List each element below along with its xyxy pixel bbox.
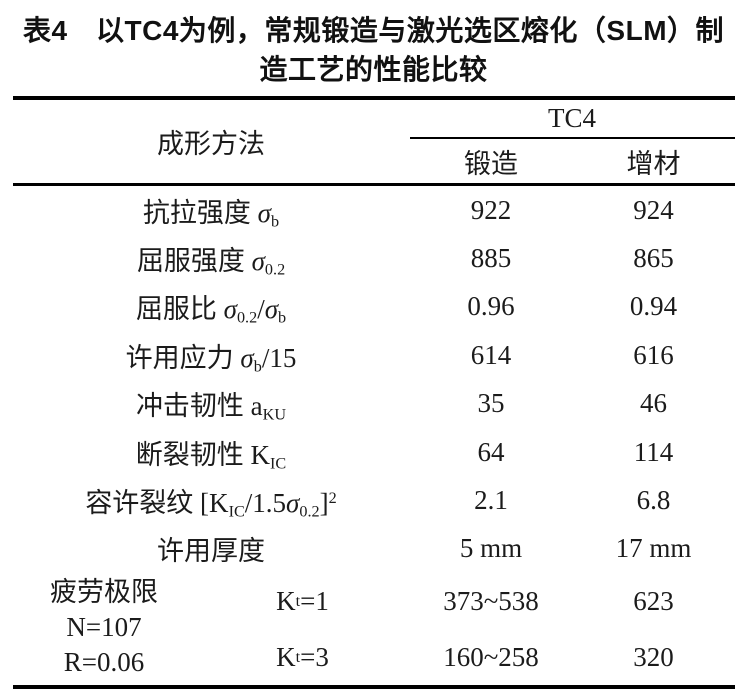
additive-value: 623	[633, 585, 674, 616]
forging-value: 373~538	[443, 585, 539, 616]
row-label: 容许裂纹 [KIC/1.5σ0.2]2	[85, 488, 337, 521]
header-group-tc4: TC4 锻造 增材	[409, 100, 735, 183]
additive-value: 865	[633, 243, 674, 274]
row-label: 屈服强度 σ0.2	[136, 246, 286, 279]
additive-value: 924	[633, 194, 674, 225]
table-row-impact-toughness: 冲击韧性 aKU 35 46	[13, 380, 735, 428]
forging-value: 160~258	[443, 641, 539, 672]
fatigue-label-block: 疲劳极限 N=107 R=0.06	[13, 573, 196, 685]
row-label: 许用应力 σb/15	[125, 342, 297, 376]
table-caption-line1: 表4 以TC4为例，常规锻造与激光选区熔化（SLM）制	[22, 15, 725, 46]
header-group-label: TC4	[409, 100, 735, 139]
header-col-additive: 增材	[626, 148, 681, 179]
additive-value: 17 mm	[615, 533, 692, 564]
forging-value: 64	[477, 436, 505, 467]
table-row-allowable-thickness: 许用厚度 5 mm 17 mm	[13, 525, 735, 573]
table-row-yield-strength: 屈服强度 σ0.2 885 865	[13, 234, 735, 282]
row-label: 抗拉强度 σb	[142, 197, 280, 231]
table-row-allowable-stress: 许用应力 σb/15 614 616	[13, 331, 735, 379]
row-label: 断裂韧性 KIC	[135, 439, 287, 473]
additive-value: 114	[633, 436, 674, 467]
table-caption: 表4 以TC4为例，常规锻造与激光选区熔化（SLM）制 造工艺的性能比较	[0, 0, 747, 89]
additive-value: 6.8	[636, 485, 671, 516]
table-row-allowable-crack: 容许裂纹 [KIC/1.5σ0.2]2 2.1 6.8	[13, 476, 735, 524]
header-col-forging: 锻造	[464, 148, 518, 179]
fatigue-additive-column: 623 320	[573, 573, 735, 685]
fatigue-label-line3: R=0.06	[63, 647, 145, 678]
additive-value: 616	[633, 339, 674, 370]
table-header: 成形方法 TC4 锻造 增材	[12, 100, 735, 186]
forging-value: 614	[470, 339, 512, 370]
comparison-table: 成形方法 TC4 锻造 增材 抗拉强度 σb 922 924 屈服强度 σ0.2…	[12, 96, 735, 690]
table-caption-line2: 造工艺的性能比较	[259, 54, 488, 85]
additive-value: 46	[640, 388, 667, 419]
table-row-tensile-strength: 抗拉强度 σb 922 924	[13, 186, 735, 234]
forging-value: 35	[477, 388, 505, 419]
forging-value: 5 mm	[459, 533, 523, 564]
forging-value: 2.1	[474, 485, 508, 516]
forging-value: 0.96	[467, 291, 515, 322]
fatigue-forging-column: 373~538 160~258	[410, 573, 573, 685]
fatigue-label-line1: 疲劳极限	[50, 577, 158, 608]
table-row-yield-ratio: 屈服比 σ0.2/σb 0.96 0.94	[13, 283, 735, 331]
header-forming-method: 成形方法	[157, 129, 265, 159]
table-body: 抗拉强度 σb 922 924 屈服强度 σ0.2 885 865 屈服比 σ0…	[13, 186, 735, 573]
additive-value: 0.94	[629, 291, 678, 322]
forging-value: 922	[470, 194, 512, 225]
table-row-fracture-toughness: 断裂韧性 KIC 64 114	[13, 428, 735, 476]
header-subcolumns: 锻造 增材	[410, 139, 735, 183]
additive-value: 320	[633, 641, 674, 672]
row-label: 许用厚度	[157, 536, 265, 567]
row-label: 屈服比 σ0.2/σb	[135, 294, 287, 327]
row-label: 冲击韧性 aKU	[135, 391, 287, 424]
fatigue-label-line2: N=107	[66, 612, 142, 643]
forging-value: 885	[470, 243, 512, 274]
